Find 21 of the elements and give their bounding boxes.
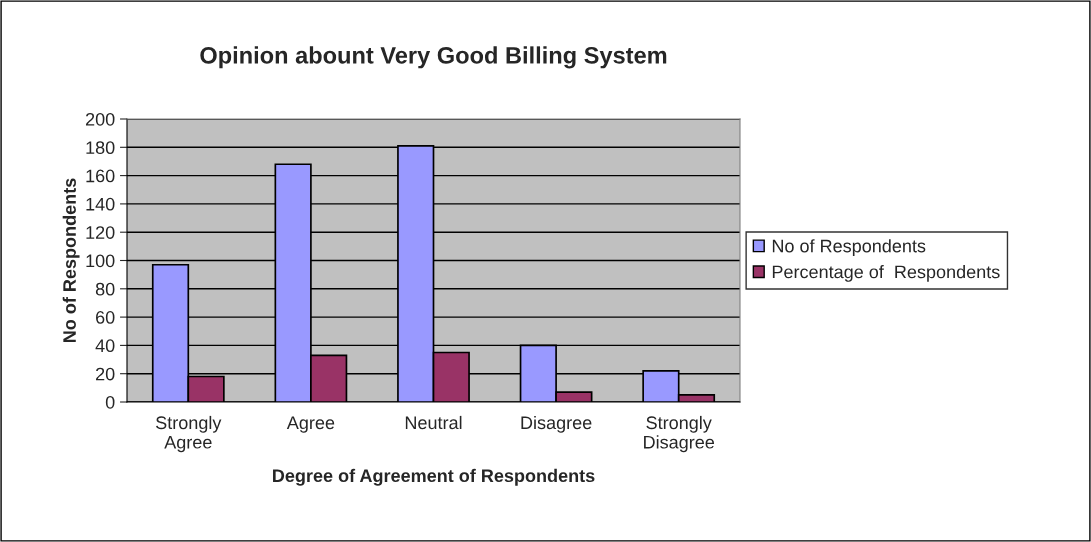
x-tick-label: Strongly Agree	[156, 415, 222, 453]
y-tick-label: 0	[105, 395, 115, 409]
chart-title: Opinion abount Very Good Billing System	[200, 46, 667, 69]
x-axis-title: Degree of Agreement of Respondents	[273, 468, 595, 486]
legend-label: Percentage of Respondents	[772, 265, 1000, 282]
y-axis-title: No of Respondents	[62, 178, 80, 343]
y-tick-label: 160	[86, 169, 115, 183]
y-tick-label: 60	[96, 311, 115, 324]
y-tick-label: 100	[86, 254, 115, 268]
y-tick-label: 80	[95, 282, 115, 296]
x-tick-label: Neutral	[405, 415, 462, 430]
y-tick-label: 140	[86, 197, 115, 211]
y-tick-label: 180	[86, 141, 115, 155]
legend-label: No of Respondents	[772, 239, 926, 256]
x-tick-label: Disagree	[521, 415, 592, 433]
y-tick-label: 200	[85, 112, 115, 126]
y-tick-label: 120	[86, 226, 115, 239]
x-tick-label: Agree	[286, 416, 335, 433]
y-tick-label: 40	[95, 339, 115, 353]
y-tick-label: 20	[96, 367, 115, 381]
x-tick-label: Strongly Disagree	[644, 415, 715, 453]
